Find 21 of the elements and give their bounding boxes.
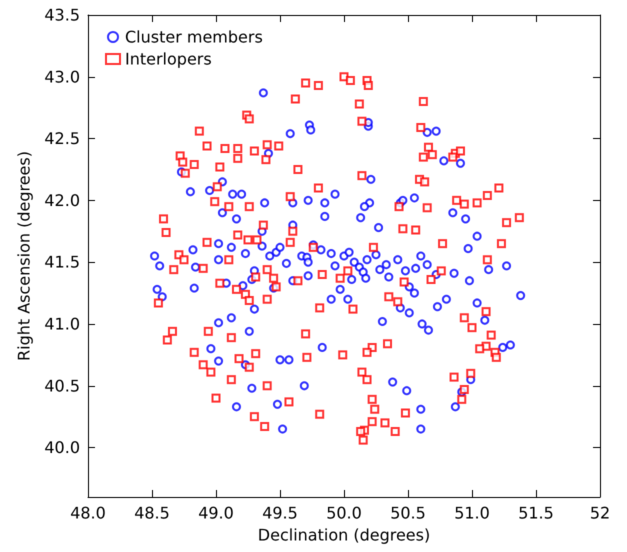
x-tick-label: 52 xyxy=(590,504,610,522)
x-tick-label: 49.0 xyxy=(198,504,234,522)
legend-label: Cluster members xyxy=(125,28,263,46)
y-tick-label: 43.5 xyxy=(44,6,80,24)
y-tick-label: 43.0 xyxy=(44,67,80,86)
y-tick-label: 42.0 xyxy=(44,190,80,210)
x-tick-label: 49.5 xyxy=(262,504,298,522)
y-tick-label: 40.0 xyxy=(44,438,80,458)
x-tick-label: 50.5 xyxy=(390,504,426,522)
y-tick-label: 42.5 xyxy=(44,129,80,148)
y-tick-label: 41.5 xyxy=(44,252,80,272)
x-tick-label: 48.5 xyxy=(134,504,170,522)
x-tick-label: 51.5 xyxy=(518,504,554,522)
y-tick-label: 41.0 xyxy=(44,314,80,334)
x-tick-label: 51.0 xyxy=(454,504,490,522)
y-axis-title: Right Ascension (degrees) xyxy=(14,151,34,361)
x-axis-title: Declination (degrees) xyxy=(258,526,430,544)
y-tick-label: 40.5 xyxy=(44,376,80,396)
x-tick-label: 48.0 xyxy=(70,504,106,522)
x-tick-label: 50.0 xyxy=(326,504,362,522)
legend-label: Interlopers xyxy=(125,50,212,68)
